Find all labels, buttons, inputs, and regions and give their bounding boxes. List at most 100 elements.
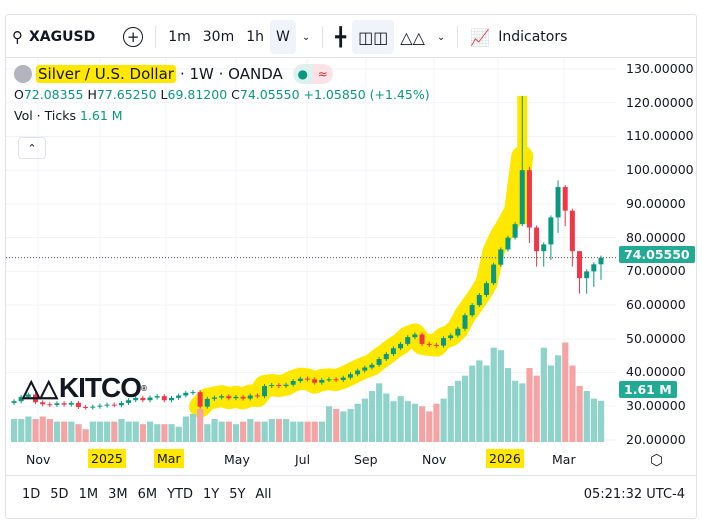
volume-bar: [497, 350, 504, 442]
volume-bar: [175, 426, 182, 442]
price-tick: 110.00000: [626, 128, 694, 144]
candle-body: [211, 397, 217, 399]
area-style-button[interactable]: △△: [394, 20, 431, 54]
candle-body: [541, 244, 547, 252]
interval-w[interactable]: W: [269, 20, 296, 54]
symbol-search[interactable]: ⚲ XAGUSD: [12, 28, 96, 46]
candle-body: [68, 402, 74, 405]
range-1d[interactable]: 1D: [22, 487, 41, 502]
price-tick: 30.00000: [626, 398, 686, 413]
volume-bar: [197, 408, 204, 442]
candle-body: [47, 404, 53, 406]
highlight-band: [189, 145, 534, 418]
range-5y[interactable]: 5Y: [229, 487, 246, 502]
range-1y[interactable]: 1Y: [202, 487, 220, 502]
time-tick: Nov: [422, 452, 447, 467]
candle-body: [104, 404, 110, 406]
time-tick: Mar: [154, 449, 184, 468]
volume-bar: [547, 365, 555, 442]
area-chart-icon: △△: [400, 27, 425, 47]
volume-bar: [139, 424, 147, 442]
candle-body: [598, 257, 604, 265]
candles-icon: ◫◫: [358, 27, 389, 47]
volume-bar: [461, 375, 469, 442]
settings-icon[interactable]: ⬡: [650, 451, 664, 469]
chart-type-dropdown[interactable]: ⌄: [431, 20, 451, 54]
volume-bar: [268, 419, 275, 442]
volume-bar: [526, 368, 533, 442]
volume-bar: [53, 421, 61, 442]
compare-button[interactable]: +: [117, 20, 149, 54]
range-1m[interactable]: 1M: [78, 487, 99, 502]
range-3m[interactable]: 3M: [108, 487, 128, 502]
volume-bar: [254, 421, 261, 442]
time-tick: Sep: [354, 452, 378, 467]
range-ytd[interactable]: YTD: [167, 487, 193, 502]
candle-body: [18, 396, 24, 402]
volume-bar: [469, 365, 476, 442]
candle-body: [118, 402, 124, 406]
interval-dropdown[interactable]: ⌄: [296, 20, 316, 54]
candles-style-button[interactable]: ◫◫: [352, 20, 395, 54]
volume-bar: [512, 380, 519, 442]
range-selector: 1D 5D 1M 3M 6M YTD 1Y 5Y All: [22, 487, 272, 502]
candle-body: [83, 406, 89, 408]
volume-bar: [189, 413, 197, 442]
search-icon: ⚲: [12, 28, 23, 46]
market-status[interactable]: ● ≈: [292, 64, 333, 84]
price-tick: 70.00000: [626, 263, 686, 279]
range-6m[interactable]: 6M: [137, 487, 158, 502]
volume-bar: [154, 424, 161, 442]
price-chart[interactable]: [6, 58, 616, 466]
interval-1m[interactable]: 1m: [168, 29, 191, 45]
candle-body: [426, 343, 432, 345]
volume-bar: [211, 419, 218, 442]
range-5d[interactable]: 5D: [50, 487, 69, 502]
volume-bar: [583, 391, 590, 442]
volume-bar: [261, 421, 268, 442]
volume-bar: [519, 383, 526, 442]
candle-body: [498, 249, 504, 265]
volume-bar: [590, 398, 598, 442]
candle-body: [369, 364, 375, 368]
time-tick: Jul: [295, 452, 311, 467]
candle-body: [54, 403, 60, 405]
candle-body: [355, 370, 361, 375]
volume-bar: [562, 342, 569, 442]
volume-bar: [447, 385, 454, 442]
candle-body: [97, 405, 103, 407]
price-tick: 40.00000: [626, 364, 686, 380]
clock: 05:21:32 UTC-4: [583, 487, 685, 502]
volume-bar: [218, 421, 225, 442]
collapse-legend-button[interactable]: ⌃: [18, 137, 46, 159]
chart-widget: [5, 14, 697, 519]
candle-body: [154, 396, 160, 398]
time-tick: Nov: [26, 452, 51, 467]
volume-bar: [376, 383, 383, 442]
candle-body: [61, 403, 67, 405]
volume-bar: [132, 421, 139, 442]
range-all[interactable]: All: [255, 487, 272, 502]
candle-body: [483, 283, 489, 295]
volume-bar: [598, 400, 605, 442]
volume-bar: [125, 421, 132, 442]
candle-body: [297, 378, 303, 382]
candle-body: [204, 398, 210, 407]
candle-body: [412, 334, 418, 338]
volume-bar: [161, 424, 168, 442]
candle-body: [569, 210, 575, 252]
indicators-icon: 📈: [470, 27, 491, 47]
indicators-button[interactable]: 📈 Indicators: [470, 27, 568, 47]
interval-1h[interactable]: 1h: [246, 29, 264, 45]
volume-bar: [18, 419, 25, 442]
volume-bar: [404, 401, 411, 442]
bars-style-button[interactable]: ╋: [329, 20, 352, 54]
volume-bar: [383, 393, 390, 442]
volume-bar: [390, 401, 397, 442]
volume-bar: [240, 421, 247, 442]
candle-body: [476, 294, 482, 306]
candle-body: [290, 381, 296, 385]
candle-body: [584, 271, 590, 279]
interval-30m[interactable]: 30m: [202, 29, 235, 45]
price-tick: 130.00000: [626, 61, 694, 76]
